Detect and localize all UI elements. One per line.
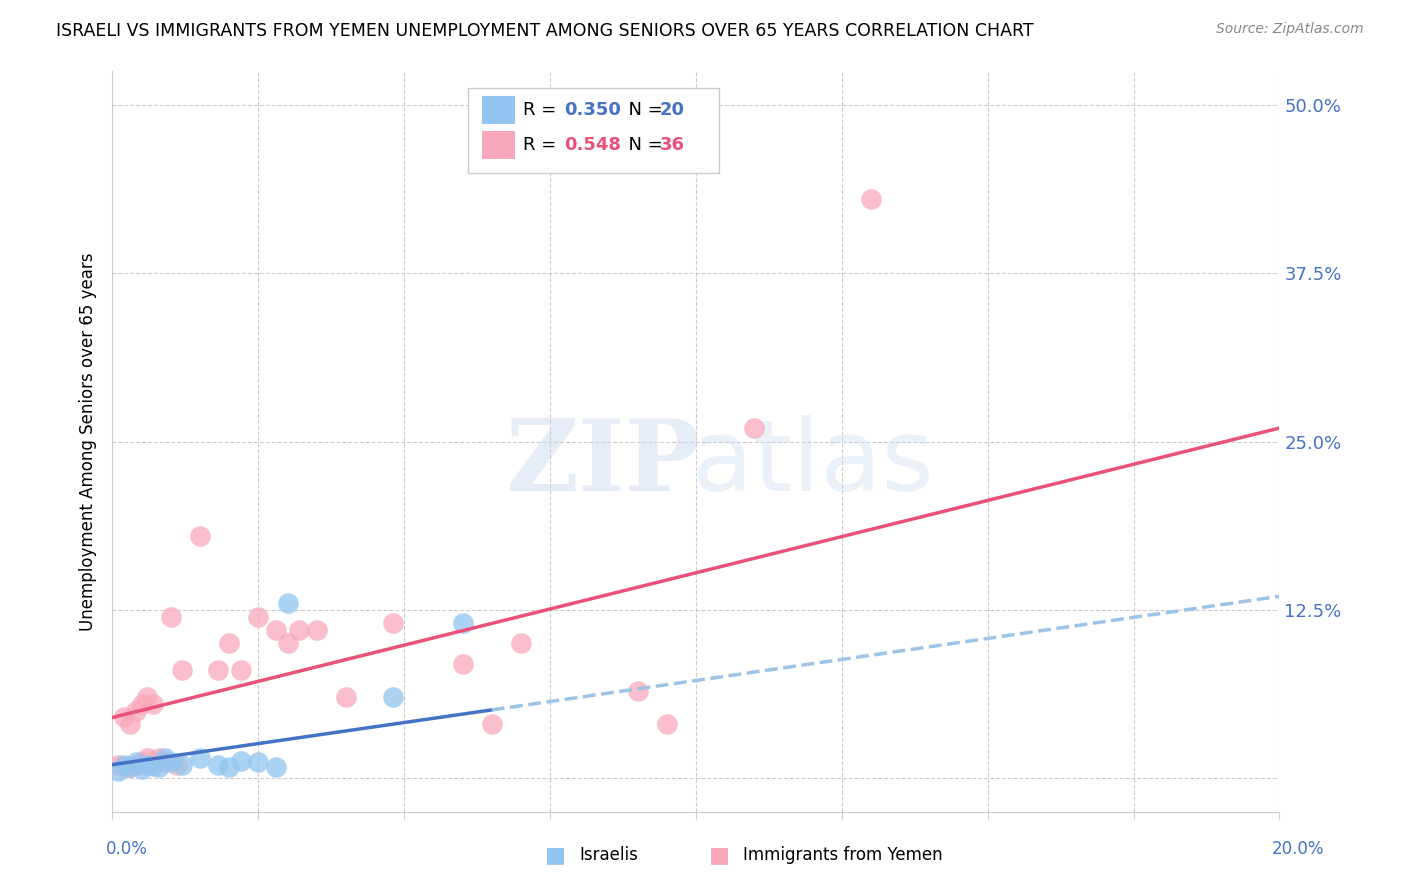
Text: 0.0%: 0.0% — [105, 840, 148, 858]
Point — [112, 757, 135, 772]
Point — [218, 760, 240, 774]
Point — [481, 717, 503, 731]
Text: N =: N = — [617, 136, 668, 154]
Point — [207, 664, 229, 678]
Point — [112, 760, 135, 774]
Point — [131, 762, 153, 776]
Point — [655, 717, 678, 731]
Text: ISRAELI VS IMMIGRANTS FROM YEMEN UNEMPLOYMENT AMONG SENIORS OVER 65 YEARS CORREL: ISRAELI VS IMMIGRANTS FROM YEMEN UNEMPLO… — [56, 22, 1033, 40]
Text: R =: R = — [523, 101, 562, 119]
Point — [131, 755, 153, 769]
Y-axis label: Unemployment Among Seniors over 65 years: Unemployment Among Seniors over 65 years — [79, 252, 97, 631]
Point — [153, 751, 176, 765]
Point — [335, 690, 357, 705]
Point — [264, 623, 287, 637]
Point — [148, 760, 170, 774]
Point — [742, 421, 765, 435]
Point — [247, 755, 270, 769]
FancyBboxPatch shape — [468, 87, 720, 173]
FancyBboxPatch shape — [482, 131, 515, 160]
Text: ZIP: ZIP — [505, 416, 700, 512]
Point — [218, 636, 240, 650]
Text: Source: ZipAtlas.com: Source: ZipAtlas.com — [1216, 22, 1364, 37]
Point — [131, 697, 153, 711]
Point — [166, 757, 188, 772]
Point — [188, 529, 211, 543]
Point — [229, 754, 252, 768]
Point — [142, 697, 165, 711]
Point — [136, 751, 159, 765]
Point — [172, 664, 194, 678]
Point — [172, 757, 194, 772]
Text: 0.548: 0.548 — [564, 136, 621, 154]
Point — [118, 760, 141, 774]
Point — [860, 192, 883, 206]
Point — [381, 616, 404, 631]
Text: ■: ■ — [546, 845, 567, 864]
Point — [112, 710, 135, 724]
Text: 20: 20 — [659, 101, 685, 119]
Point — [118, 760, 141, 774]
Point — [276, 636, 298, 650]
Point — [451, 657, 474, 671]
Point — [264, 760, 287, 774]
Point — [107, 757, 129, 772]
Point — [229, 664, 252, 678]
Text: atlas: atlas — [692, 416, 934, 512]
Point — [207, 757, 229, 772]
Text: Immigrants from Yemen: Immigrants from Yemen — [742, 846, 942, 863]
Point — [107, 764, 129, 779]
Point — [125, 755, 148, 769]
Text: N =: N = — [617, 101, 668, 119]
Text: 36: 36 — [659, 136, 685, 154]
Text: R =: R = — [523, 136, 562, 154]
Point — [305, 623, 328, 637]
Point — [627, 683, 650, 698]
Text: Israelis: Israelis — [579, 846, 638, 863]
Point — [288, 623, 311, 637]
Point — [142, 755, 165, 769]
Point — [188, 751, 211, 765]
Point — [247, 609, 270, 624]
Point — [148, 751, 170, 765]
Point — [125, 757, 148, 772]
Point — [509, 636, 531, 650]
Point — [160, 609, 183, 624]
Point — [451, 616, 474, 631]
Point — [136, 757, 159, 772]
Point — [276, 596, 298, 610]
Point — [381, 690, 404, 705]
Point — [136, 690, 159, 705]
FancyBboxPatch shape — [482, 95, 515, 124]
Point — [142, 759, 165, 773]
Point — [153, 755, 176, 769]
Point — [125, 704, 148, 718]
Text: ■: ■ — [709, 845, 730, 864]
Text: 0.350: 0.350 — [564, 101, 621, 119]
Point — [160, 755, 183, 769]
Text: 20.0%: 20.0% — [1272, 840, 1324, 858]
Point — [118, 717, 141, 731]
